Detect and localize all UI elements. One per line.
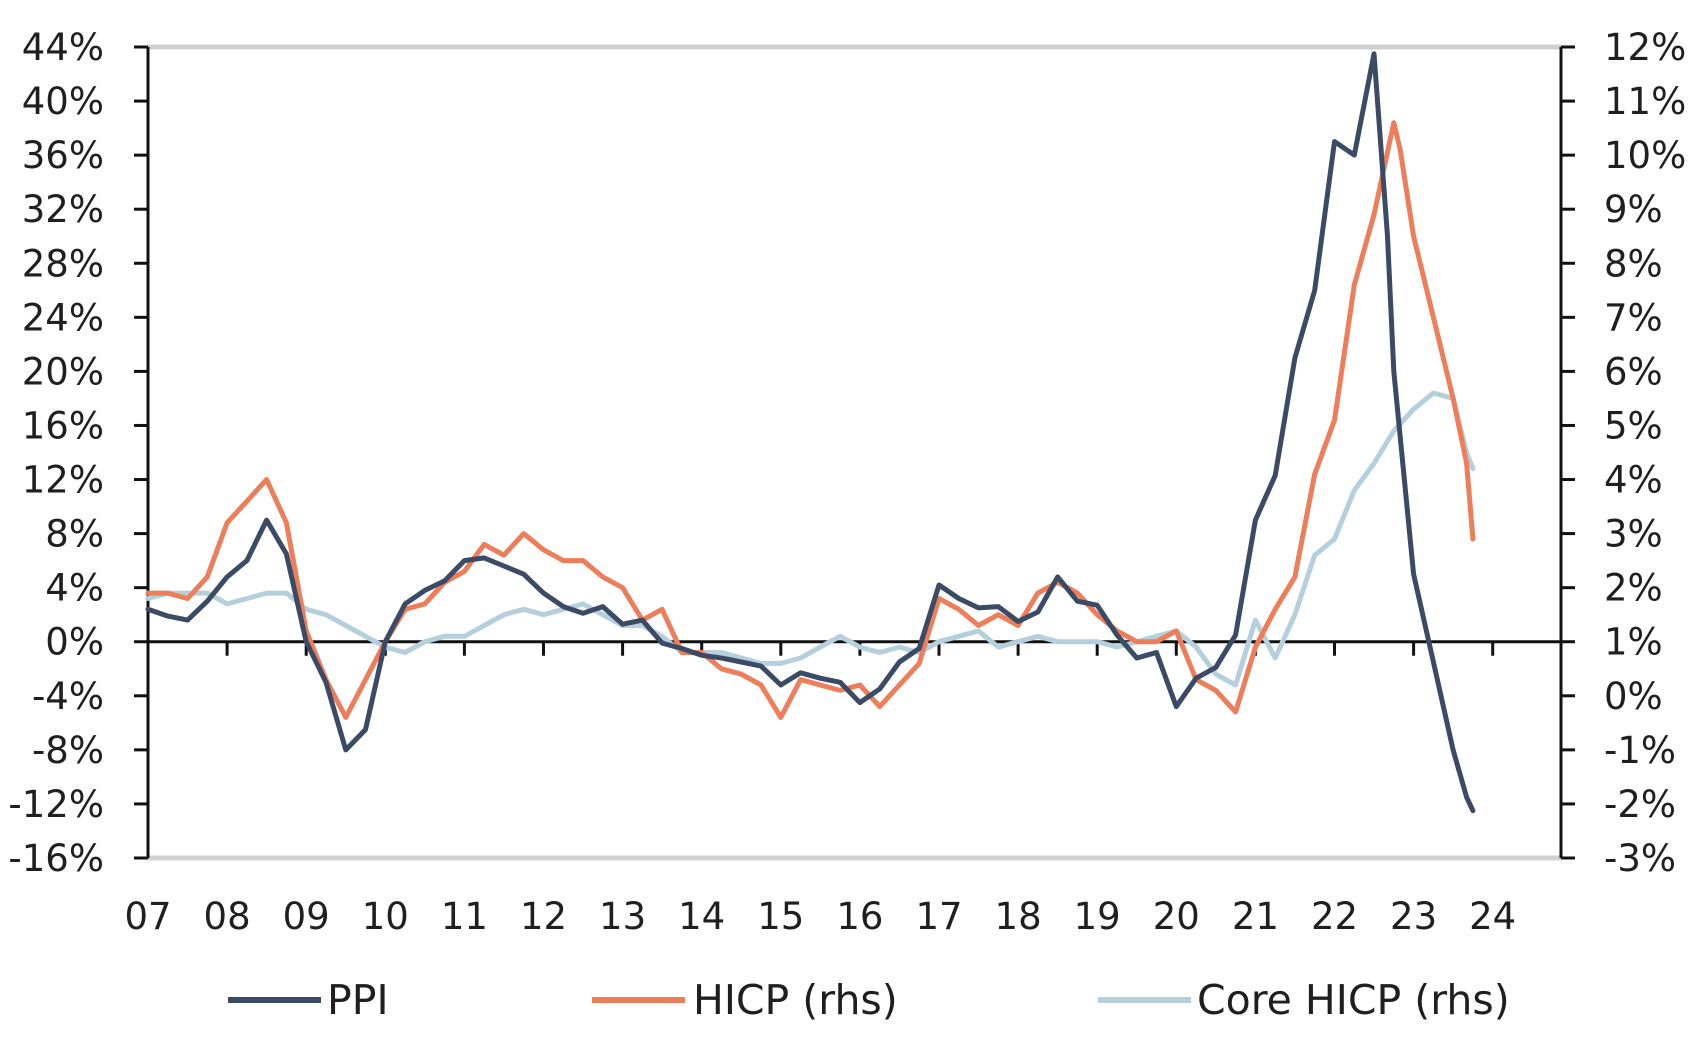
right-y-tick-label: 0% [1604, 675, 1663, 718]
x-tick-label: 21 [1232, 895, 1279, 938]
left-y-tick-label: 24% [22, 296, 104, 339]
x-tick-label: 12 [520, 895, 567, 938]
left-y-tick-label: 8% [45, 513, 104, 556]
left-y-tick-label: 16% [22, 404, 104, 447]
legend-label-1: HICP (rhs) [693, 976, 898, 1024]
x-tick-label: 07 [124, 895, 171, 938]
right-y-tick-label: -3% [1604, 837, 1676, 880]
right-y-tick-label: 11% [1604, 80, 1686, 123]
right-y-tick-label: 1% [1604, 621, 1663, 664]
x-tick-label: 23 [1390, 895, 1437, 938]
x-tick-label: 13 [599, 895, 646, 938]
x-tick-label: 19 [1074, 895, 1121, 938]
right-y-tick-label: 7% [1604, 296, 1663, 339]
legend-label-0: PPI [327, 976, 389, 1024]
x-tick-label: 18 [995, 895, 1042, 938]
x-tick-label: 15 [757, 895, 804, 938]
right-y-tick-label: 3% [1604, 513, 1663, 556]
x-tick-label: 16 [836, 895, 883, 938]
x-tick-label: 10 [362, 895, 409, 938]
left-y-tick-label: 32% [22, 188, 104, 231]
axes: 44% 40% 36% 32% 28% 24% 20% 16% 12% 8% 4% 0% -4% -8% -… [8, 26, 1686, 938]
x-tick-label: 11 [441, 895, 488, 938]
x-tick-label: 20 [1153, 895, 1200, 938]
right-y-tick-label: 12% [1604, 26, 1686, 69]
left-y-tick-label: 44% [22, 26, 104, 69]
x-tick-label: 22 [1311, 895, 1358, 938]
right-y-tick-label: 8% [1604, 242, 1663, 285]
series-line-1 [145, 120, 1476, 720]
series-line-2 [145, 390, 1476, 688]
right-y-tick-label: 5% [1604, 404, 1663, 447]
x-tick-label: 09 [283, 895, 330, 938]
right-y-tick-label: 6% [1604, 350, 1663, 393]
left-y-tick-label: -8% [32, 729, 104, 772]
left-y-tick-label: 36% [22, 134, 104, 177]
right-y-tick-label: 2% [1604, 567, 1663, 610]
legend-label-2: Core HICP (rhs) [1197, 976, 1510, 1024]
left-y-tick-label: 20% [22, 350, 104, 393]
legend: PPI HICP (rhs) Core HICP (rhs) [228, 976, 1510, 1024]
x-tick-label: 08 [204, 895, 251, 938]
x-tick-label: 24 [1469, 895, 1516, 938]
series-lines [145, 51, 1476, 814]
right-y-tick-label: 10% [1604, 134, 1686, 177]
left-y-tick-label: -16% [8, 837, 104, 880]
right-y-tick-label: 9% [1604, 188, 1663, 231]
left-y-tick-label: 28% [22, 242, 104, 285]
x-tick-label: 17 [915, 895, 962, 938]
left-y-tick-label: -12% [8, 783, 104, 826]
left-y-tick-label: 4% [45, 567, 104, 610]
left-y-tick-label: 40% [22, 80, 104, 123]
right-y-tick-label: -2% [1604, 783, 1676, 826]
left-y-tick-label: -4% [32, 675, 104, 718]
series-line-0 [145, 51, 1476, 814]
right-y-tick-label: 4% [1604, 459, 1663, 502]
gridlines [148, 44, 1561, 861]
x-tick-label: 14 [678, 895, 725, 938]
left-y-tick-label: 12% [22, 459, 104, 502]
right-y-tick-label: -1% [1604, 729, 1676, 772]
left-y-tick-label: 0% [45, 621, 104, 664]
